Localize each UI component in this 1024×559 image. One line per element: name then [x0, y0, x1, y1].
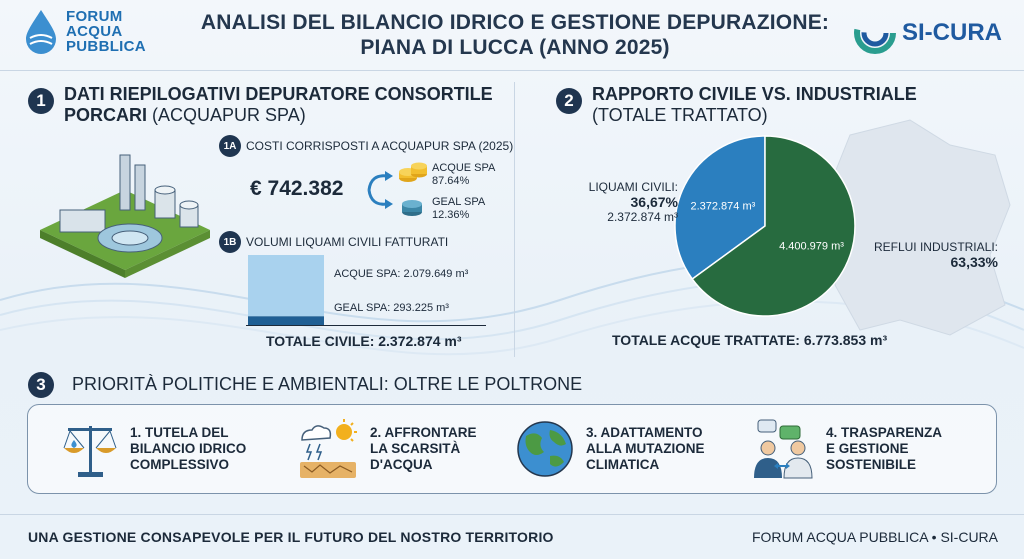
- priority-4-line3: SOSTENIBILE: [826, 457, 917, 472]
- brand-left-line1: FORUM: [66, 7, 123, 25]
- bar-label-geal: GEAL SPA: 293.225 m³: [334, 302, 449, 314]
- section3-title: PRIORITÀ POLITICHE E AMBIENTALI: OLTRE L…: [72, 374, 583, 394]
- priority-1-line3: COMPLESSIVO: [130, 457, 230, 472]
- priority-item-2: 2. AFFRONTARE LA SCARSITÀ D'ACQUA: [296, 418, 477, 480]
- sub-title-1a: COSTI CORRISPOSTI A ACQUAPUR SPA (2025): [246, 139, 514, 153]
- pie-slice-label-civile: 2.372.874 m³: [690, 201, 755, 213]
- cost-item-geal-name: GEAL SPA: [432, 196, 486, 208]
- section2-title: RAPPORTO CIVILE VS. INDUSTRIALE (TOTALE …: [592, 84, 917, 126]
- brand-si-cura: SI-CURA: [854, 12, 1002, 54]
- sub-badge-1a: 1A: [219, 135, 241, 157]
- priority-item-3: 3. ADATTAMENTO ALLA MUTAZIONE CLIMATICA: [514, 418, 704, 480]
- pie-slice-label-industriale: 4.400.979 m³: [779, 241, 844, 253]
- footer-tagline: UNA GESTIONE CONSAPEVOLE PER IL FUTURO D…: [28, 529, 554, 545]
- cost-item-acque-pct: 87.64%: [432, 175, 470, 187]
- priority-1-line2: BILANCIO IDRICO: [130, 441, 247, 456]
- pie-slice-civile: [674, 135, 766, 281]
- civile-legend-pct: 36,67%: [630, 194, 678, 210]
- civile-legend-vol: 2.372.874 m³: [607, 210, 678, 224]
- page-title-line2: PIANA DI LUCCA (ANNO 2025): [360, 36, 670, 59]
- bar-segment-acque: [248, 255, 324, 317]
- bar-label-acque: ACQUE SPA: 2.079.649 m³: [334, 268, 469, 280]
- civile-legend-label: LIQUAMI CIVILI:: [588, 180, 678, 194]
- footer-divider: [0, 514, 1024, 515]
- cost-item-geal: GEAL SPA 12.36%: [432, 196, 485, 222]
- footer-credits: FORUM ACQUA PUBBLICA • SI-CURA: [751, 529, 998, 545]
- globe-icon: [517, 421, 573, 477]
- civil-total: TOTALE CIVILE: 2.372.874 m³: [266, 333, 462, 349]
- section1-title-light: (ACQUAPUR SPA): [152, 105, 306, 125]
- priority-4-line2: E GESTIONE: [826, 441, 909, 456]
- pie-slice-industriale: [691, 135, 856, 317]
- section1-title: DATI RIEPILOGATIVI DEPURATORE CONSORTILE…: [64, 84, 493, 126]
- drought-icon: [300, 419, 357, 478]
- priority-4-line1: 4. TRASPARENZA: [826, 425, 943, 440]
- people-dialogue-icon: [754, 419, 813, 479]
- brand-forum-acqua-pubblica: FORUM ACQUA PUBBLICA: [22, 8, 146, 54]
- sub-badge-1b: 1B: [219, 231, 241, 253]
- treatment-plant-illustration-icon: [40, 154, 210, 278]
- brand-left-line3: PUBBLICA: [66, 37, 146, 55]
- balance-scale-icon: [63, 426, 117, 477]
- bar-segment-geal: [248, 316, 324, 325]
- brand-left-line2: ACQUA: [66, 22, 123, 40]
- civile-legend: LIQUAMI CIVILI: 36,67% 2.372.874 m³: [566, 180, 678, 225]
- section1-badge: 1: [28, 88, 54, 114]
- header-divider: [0, 70, 1024, 71]
- priorities-panel: [27, 404, 997, 494]
- industriale-legend-label: REFLUI INDUSTRIALI:: [873, 240, 998, 254]
- si-cura-logo-icon: [854, 12, 896, 54]
- section3-badge: 3: [28, 372, 54, 398]
- cost-item-acque: ACQUE SPA 87.64%: [432, 162, 495, 188]
- pie-chart: 2.372.874 m³ 4.400.979 m³: [674, 135, 856, 317]
- priority-3-line1: 3. ADATTAMENTO: [586, 425, 703, 440]
- priority-item-1: 1. TUTELA DEL BILANCIO IDRICO COMPLESSIV…: [60, 418, 246, 480]
- cost-item-acque-name: ACQUE SPA: [432, 162, 496, 174]
- page-title-line1: ANALISI DEL BILANCIO IDRICO E GESTIONE D…: [200, 11, 830, 34]
- gold-coins-icon: [399, 162, 427, 182]
- water-drop-logo-icon: [26, 10, 56, 54]
- bar-baseline: [246, 325, 486, 326]
- brand-right-name: SI-CURA: [902, 19, 1002, 46]
- section2-title-bold: RAPPORTO CIVILE VS. INDUSTRIALE: [592, 84, 917, 104]
- section1-title-line2: PORCARI (ACQUAPUR SPA): [64, 105, 493, 126]
- page-title: ANALISI DEL BILANCIO IDRICO E GESTIONE D…: [170, 10, 860, 60]
- section1-title-line1: DATI RIEPILOGATIVI DEPURATORE CONSORTILE: [64, 84, 493, 104]
- section2-title-light: (TOTALE TRATTATO): [592, 105, 768, 125]
- priority-2-line2: LA SCARSITÀ: [370, 441, 461, 456]
- priority-3-line2: ALLA MUTAZIONE: [586, 441, 705, 456]
- priority-item-4: 4. TRASPARENZA E GESTIONE SOSTENIBILE: [750, 418, 942, 480]
- priority-1-line1: 1. TUTELA DEL: [130, 425, 229, 440]
- industriale-legend-pct: 63,33%: [950, 254, 998, 270]
- sub-title-1b: VOLUMI LIQUAMI CIVILI FATTURATI: [246, 235, 449, 249]
- treated-total: TOTALE ACQUE TRATTATE: 6.773.853 m³: [612, 332, 888, 348]
- priority-2-line1: 2. AFFRONTARE: [370, 425, 477, 440]
- section2-badge: 2: [556, 88, 582, 114]
- cost-item-geal-pct: 12.36%: [432, 209, 470, 221]
- civil-volume-stacked-bar: [248, 255, 324, 325]
- cost-total: € 742.382: [250, 177, 344, 200]
- industriale-legend: REFLUI INDUSTRIALI: 63,33%: [870, 240, 998, 270]
- priority-3-line3: CLIMATICA: [586, 457, 660, 472]
- teal-coins-icon: [402, 200, 422, 216]
- section1-title-bold2: PORCARI: [64, 105, 148, 125]
- priority-2-line3: D'ACQUA: [370, 457, 433, 472]
- split-arrows-icon: [367, 171, 393, 209]
- section-divider: [514, 82, 515, 357]
